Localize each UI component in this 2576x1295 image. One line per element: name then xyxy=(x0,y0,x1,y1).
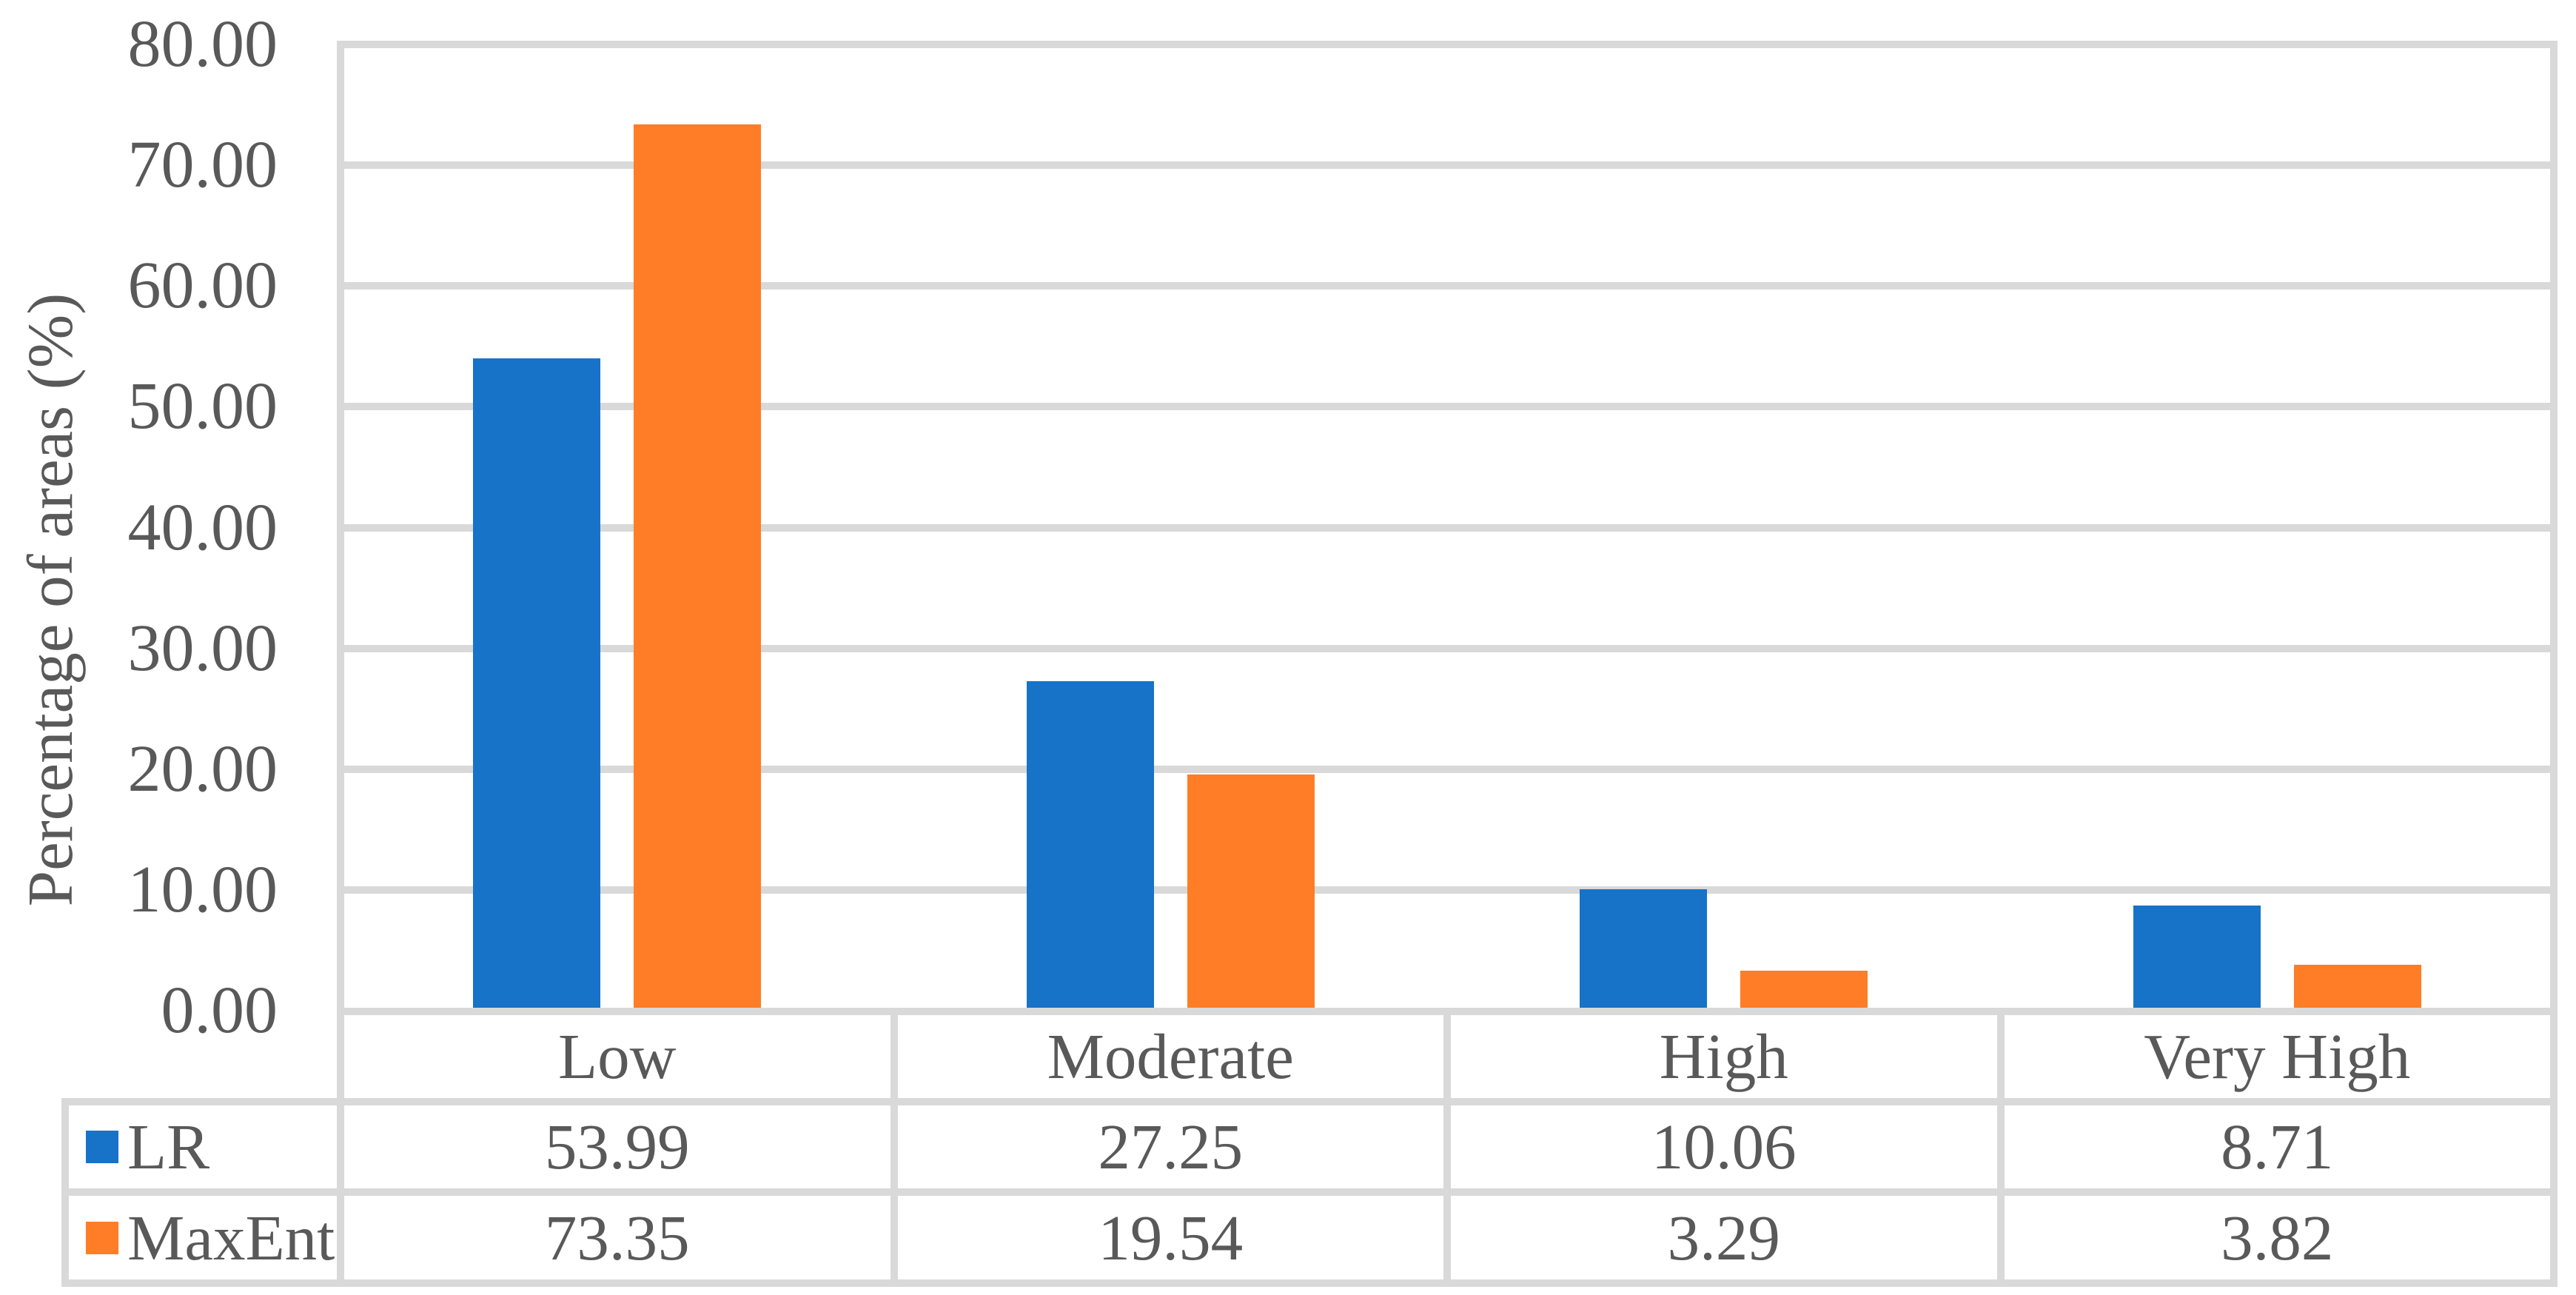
gridline xyxy=(337,886,2557,894)
table-value-cell: 8.71 xyxy=(2221,1111,2334,1182)
gridline xyxy=(337,765,2557,773)
table-value-cell: 3.29 xyxy=(1667,1202,1780,1274)
y-tick-label: 20.00 xyxy=(127,732,278,806)
bar-lr-very-high xyxy=(2133,905,2261,1011)
legend-key-maxent xyxy=(86,1221,118,1254)
table-value-cell: 3.82 xyxy=(2221,1202,2334,1274)
legend-column-left-border xyxy=(61,1098,69,1287)
bar-maxent-very-high xyxy=(2293,964,2421,1011)
table-column-border xyxy=(1996,1008,2005,1287)
bar-lr-low xyxy=(473,358,601,1011)
table-row-border xyxy=(61,1188,2557,1196)
bar-maxent-high xyxy=(1740,971,1868,1011)
y-tick-label: 50.00 xyxy=(127,369,278,444)
y-tick-label: 60.00 xyxy=(127,249,278,323)
category-label: Very High xyxy=(2144,1020,2411,1092)
y-tick-label: 40.00 xyxy=(127,490,278,564)
table-column-border xyxy=(1443,1008,1451,1287)
category-label: Moderate xyxy=(1047,1020,1294,1092)
table-value-cell: 53.99 xyxy=(544,1111,690,1182)
gridline xyxy=(337,282,2557,290)
legend-label-maxent: MaxEnt xyxy=(127,1202,335,1274)
gridline xyxy=(337,41,2557,48)
category-label: High xyxy=(1659,1020,1788,1092)
gridline xyxy=(337,523,2557,532)
category-label: Low xyxy=(558,1020,677,1092)
table-row-border xyxy=(61,1098,2557,1105)
table-value-cell: 27.25 xyxy=(1098,1111,1244,1182)
table-column-border xyxy=(890,1008,898,1287)
y-tick-label: 10.00 xyxy=(127,852,278,926)
legend-key-lr xyxy=(86,1131,118,1163)
table-value-cell: 73.35 xyxy=(544,1202,690,1274)
table-value-cell: 19.54 xyxy=(1098,1202,1244,1274)
plot-and-table-right-border xyxy=(2550,41,2557,1287)
bar-lr-high xyxy=(1580,889,1708,1011)
bar-maxent-moderate xyxy=(1187,774,1315,1011)
gridline xyxy=(337,644,2557,652)
y-tick-label: 0.00 xyxy=(161,974,278,1047)
bar-maxent-low xyxy=(634,124,762,1011)
y-tick-label: 70.00 xyxy=(127,128,278,202)
gridline xyxy=(337,161,2557,170)
y-tick-label: 30.00 xyxy=(127,611,278,685)
y-tick-label: 80.00 xyxy=(127,7,278,81)
legend-label-lr: LR xyxy=(127,1111,210,1182)
table-bottom-border xyxy=(61,1279,2557,1287)
plot-and-table-left-border xyxy=(337,41,344,1287)
gridline xyxy=(337,403,2557,411)
table-value-cell: 10.06 xyxy=(1651,1111,1797,1182)
bar-lr-moderate xyxy=(1026,681,1154,1011)
